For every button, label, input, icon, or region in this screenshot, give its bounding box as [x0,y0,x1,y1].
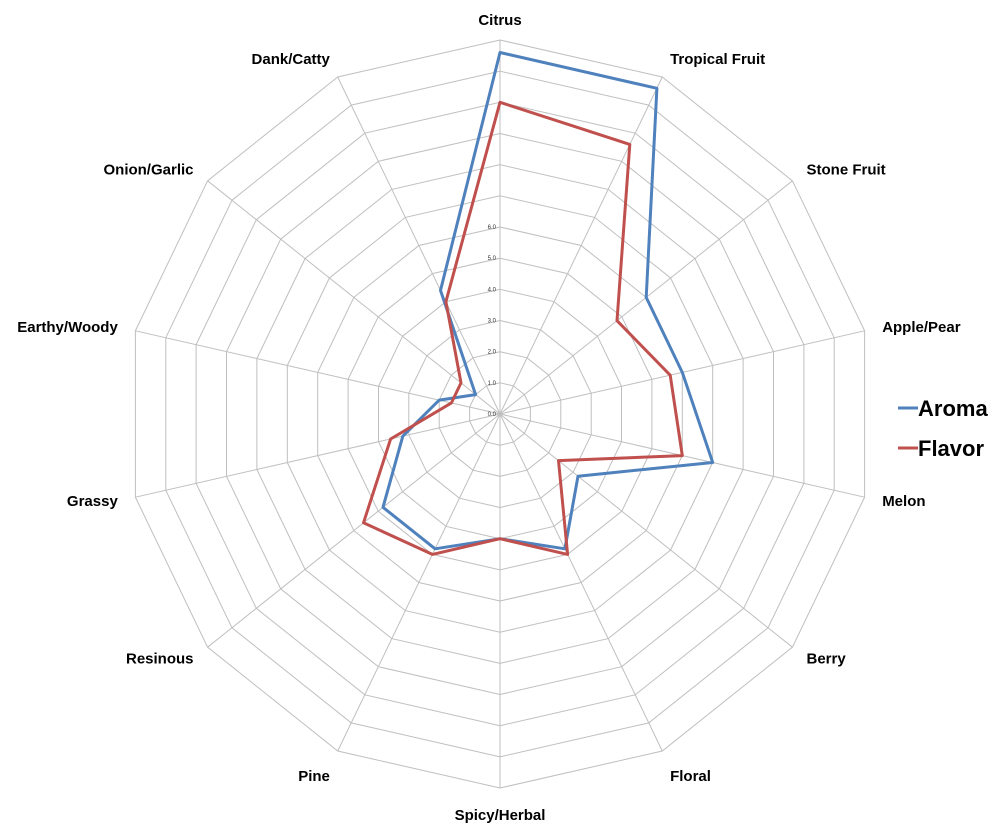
grid-spoke [207,413,501,648]
axis-tick-label: 1.0 [488,381,497,387]
category-label: Citrus [478,12,521,29]
axis-tick-label: 5.0 [488,256,497,262]
category-label: Pine [298,768,330,785]
category-labels: Citrus Tropical Fruit Stone Fruit Apple/Pea… [17,12,961,824]
grid-spoke [499,413,663,752]
category-label: Grassy [67,493,119,510]
legend-label: Aroma [918,396,988,421]
category-label: Tropical Fruit [670,51,765,68]
category-label: Berry [807,650,847,667]
axis-tick-label: 3.0 [488,319,497,325]
series-flavor-line [362,100,684,556]
axis-tick-label: 0.0 [488,412,497,418]
axis-tick-label: 6.0 [488,225,497,231]
category-label: Floral [670,768,711,785]
grid-spoke [207,180,501,415]
axis-tick-label: 4.0 [488,287,497,293]
category-label: Onion/Garlic [103,162,193,179]
legend: Aroma Flavor [898,396,988,461]
legend-label: Flavor [918,436,984,461]
category-label: Resinous [126,650,194,667]
category-label: Stone Fruit [807,162,886,179]
radial-axis-ticks: 0.0 1.0 2.0 3.0 4.0 5.0 6.0 [488,225,497,418]
category-label: Earthy/Woody [17,319,118,336]
grid-spoke [499,76,663,415]
grid-spoke [337,413,501,752]
category-label: Dank/Catty [252,51,331,68]
radar-grid [134,39,866,789]
axis-tick-label: 2.0 [488,350,497,356]
category-label: Spicy/Herbal [455,807,546,824]
grid-spoke [135,413,501,498]
category-label: Melon [882,493,925,510]
grid-spoke [337,76,501,415]
series-lines [362,51,715,556]
category-label: Apple/Pear [882,319,961,336]
grid-spoke [499,413,793,648]
